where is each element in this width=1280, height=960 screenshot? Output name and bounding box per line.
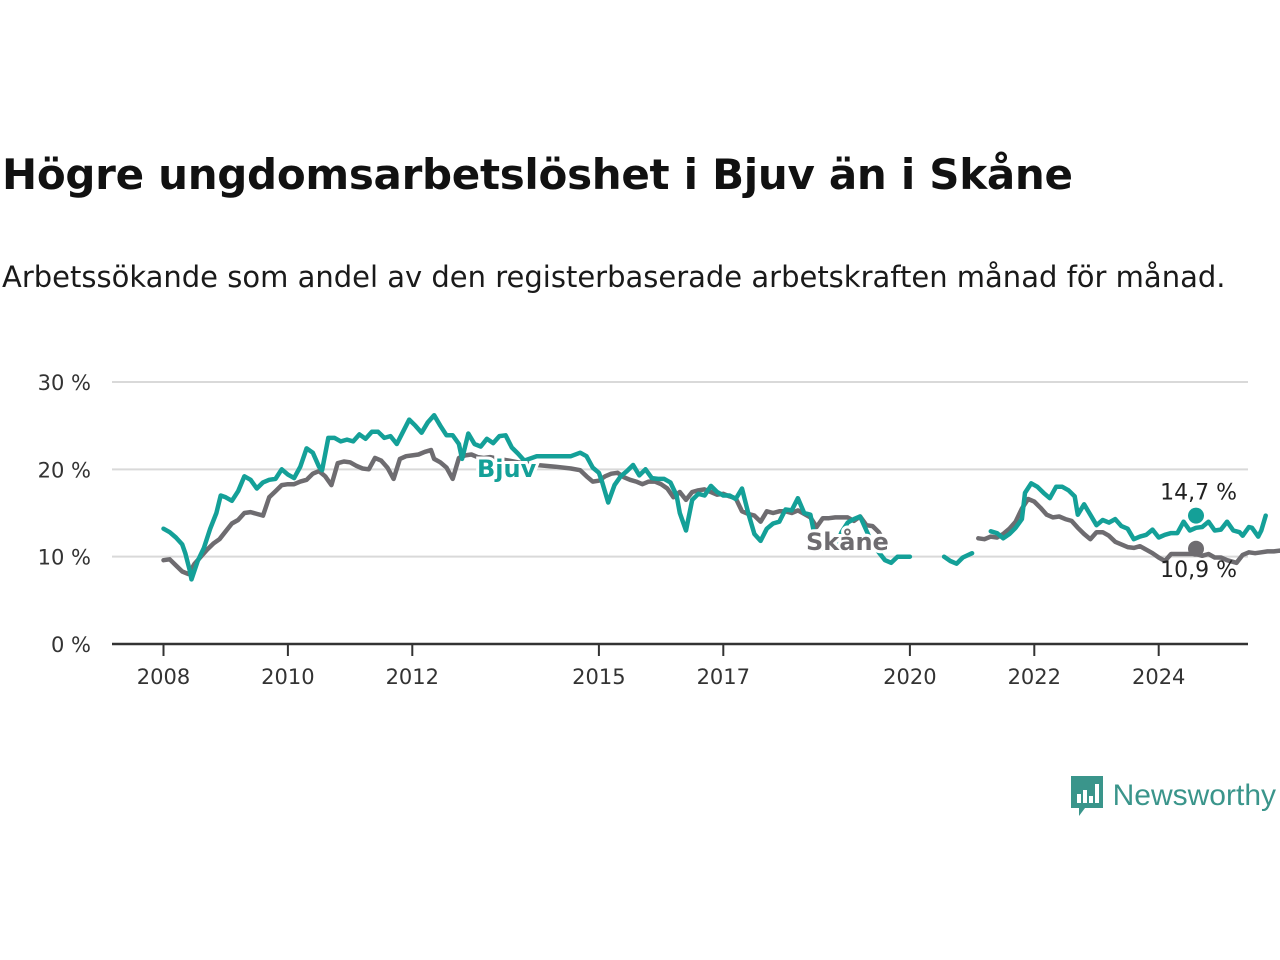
x-tick-label: 2022 — [1008, 665, 1061, 689]
series-line — [161, 412, 913, 582]
axes: 0 % 10 % 20 % 30 % 2008 2010 2012 2015 2017 2020 2… — [38, 371, 1248, 689]
chart-title: Högre ungdomsarbetslöshet i Bjuv än i Sk… — [2, 150, 1073, 199]
brand-logo: Newsworthy — [1069, 774, 1276, 818]
series-label: Bjuv — [477, 455, 537, 483]
series-endpoint — [1188, 507, 1204, 524]
series-line — [976, 496, 1280, 566]
x-tick-label: 2008 — [137, 665, 190, 689]
end-label: 10,9 % — [1160, 558, 1237, 583]
x-tick-label: 2024 — [1132, 665, 1185, 689]
series-line — [161, 447, 885, 577]
x-tick-label: 2020 — [883, 665, 936, 689]
x-tick-label: 2012 — [386, 665, 439, 689]
series-label: Skåne — [806, 527, 889, 556]
series-endpoint — [1188, 540, 1204, 557]
brand-name: Newsworthy — [1112, 779, 1276, 812]
x-tick-label: 2017 — [697, 665, 750, 689]
series-labels: 14,7 % 10,9 % Bjuv Skåne — [474, 452, 1237, 583]
y-tick-label: 10 % — [38, 546, 91, 570]
x-tick-label: 2010 — [261, 665, 314, 689]
series-line — [941, 550, 975, 566]
series-lines — [161, 412, 1280, 582]
y-tick-label: 30 % — [38, 371, 91, 395]
y-tick-label: 0 % — [51, 633, 91, 657]
chart-subtitle: Arbetssökande som andel av den registerb… — [2, 260, 1226, 294]
x-tick-label: 2015 — [572, 665, 625, 689]
y-tick-label: 20 % — [38, 458, 91, 482]
series-line — [988, 481, 1268, 542]
end-label: 14,7 % — [1160, 481, 1237, 506]
newsworthy-logo-icon — [1070, 776, 1103, 816]
